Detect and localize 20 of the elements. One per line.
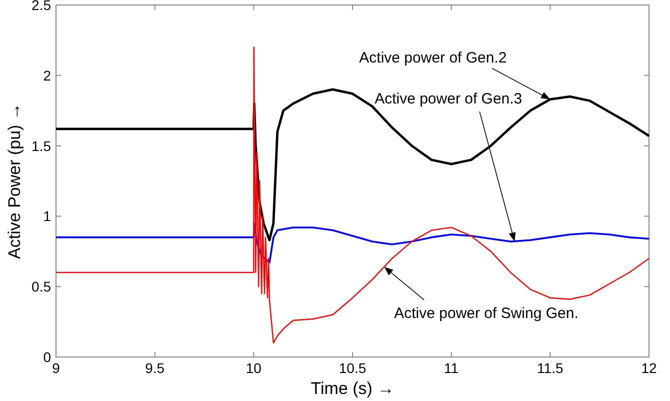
annotation: Active power of Gen.2 bbox=[359, 49, 507, 66]
x-tick-label: 11 bbox=[444, 360, 459, 376]
y-tick-label: 1.5 bbox=[32, 138, 52, 154]
annotation: Active power of Gen.3 bbox=[374, 90, 522, 108]
y-tick-label: 2.5 bbox=[32, 0, 52, 13]
line-series bbox=[55, 46, 650, 344]
line-series bbox=[54, 88, 650, 242]
x-tick-label: 10.5 bbox=[338, 360, 366, 376]
x-tick-label: 11.5 bbox=[537, 360, 564, 376]
x-axis-title: Time (s) → bbox=[310, 379, 394, 398]
y-tick-label: 2 bbox=[43, 67, 52, 84]
y-tick-label: 1 bbox=[43, 208, 52, 224]
x-tick-label: 10 bbox=[246, 360, 262, 376]
y-tick-label: 0.5 bbox=[32, 278, 52, 295]
annotation: Active power of Swing Gen. bbox=[394, 304, 578, 322]
x-tick-label: 9 bbox=[52, 360, 60, 376]
x-tick-label: 9.5 bbox=[145, 360, 165, 376]
y-axis-title: Active Power (pu) → bbox=[5, 103, 24, 259]
x-tick-label: 12 bbox=[641, 360, 657, 376]
y-tick-label: 0 bbox=[43, 349, 52, 365]
